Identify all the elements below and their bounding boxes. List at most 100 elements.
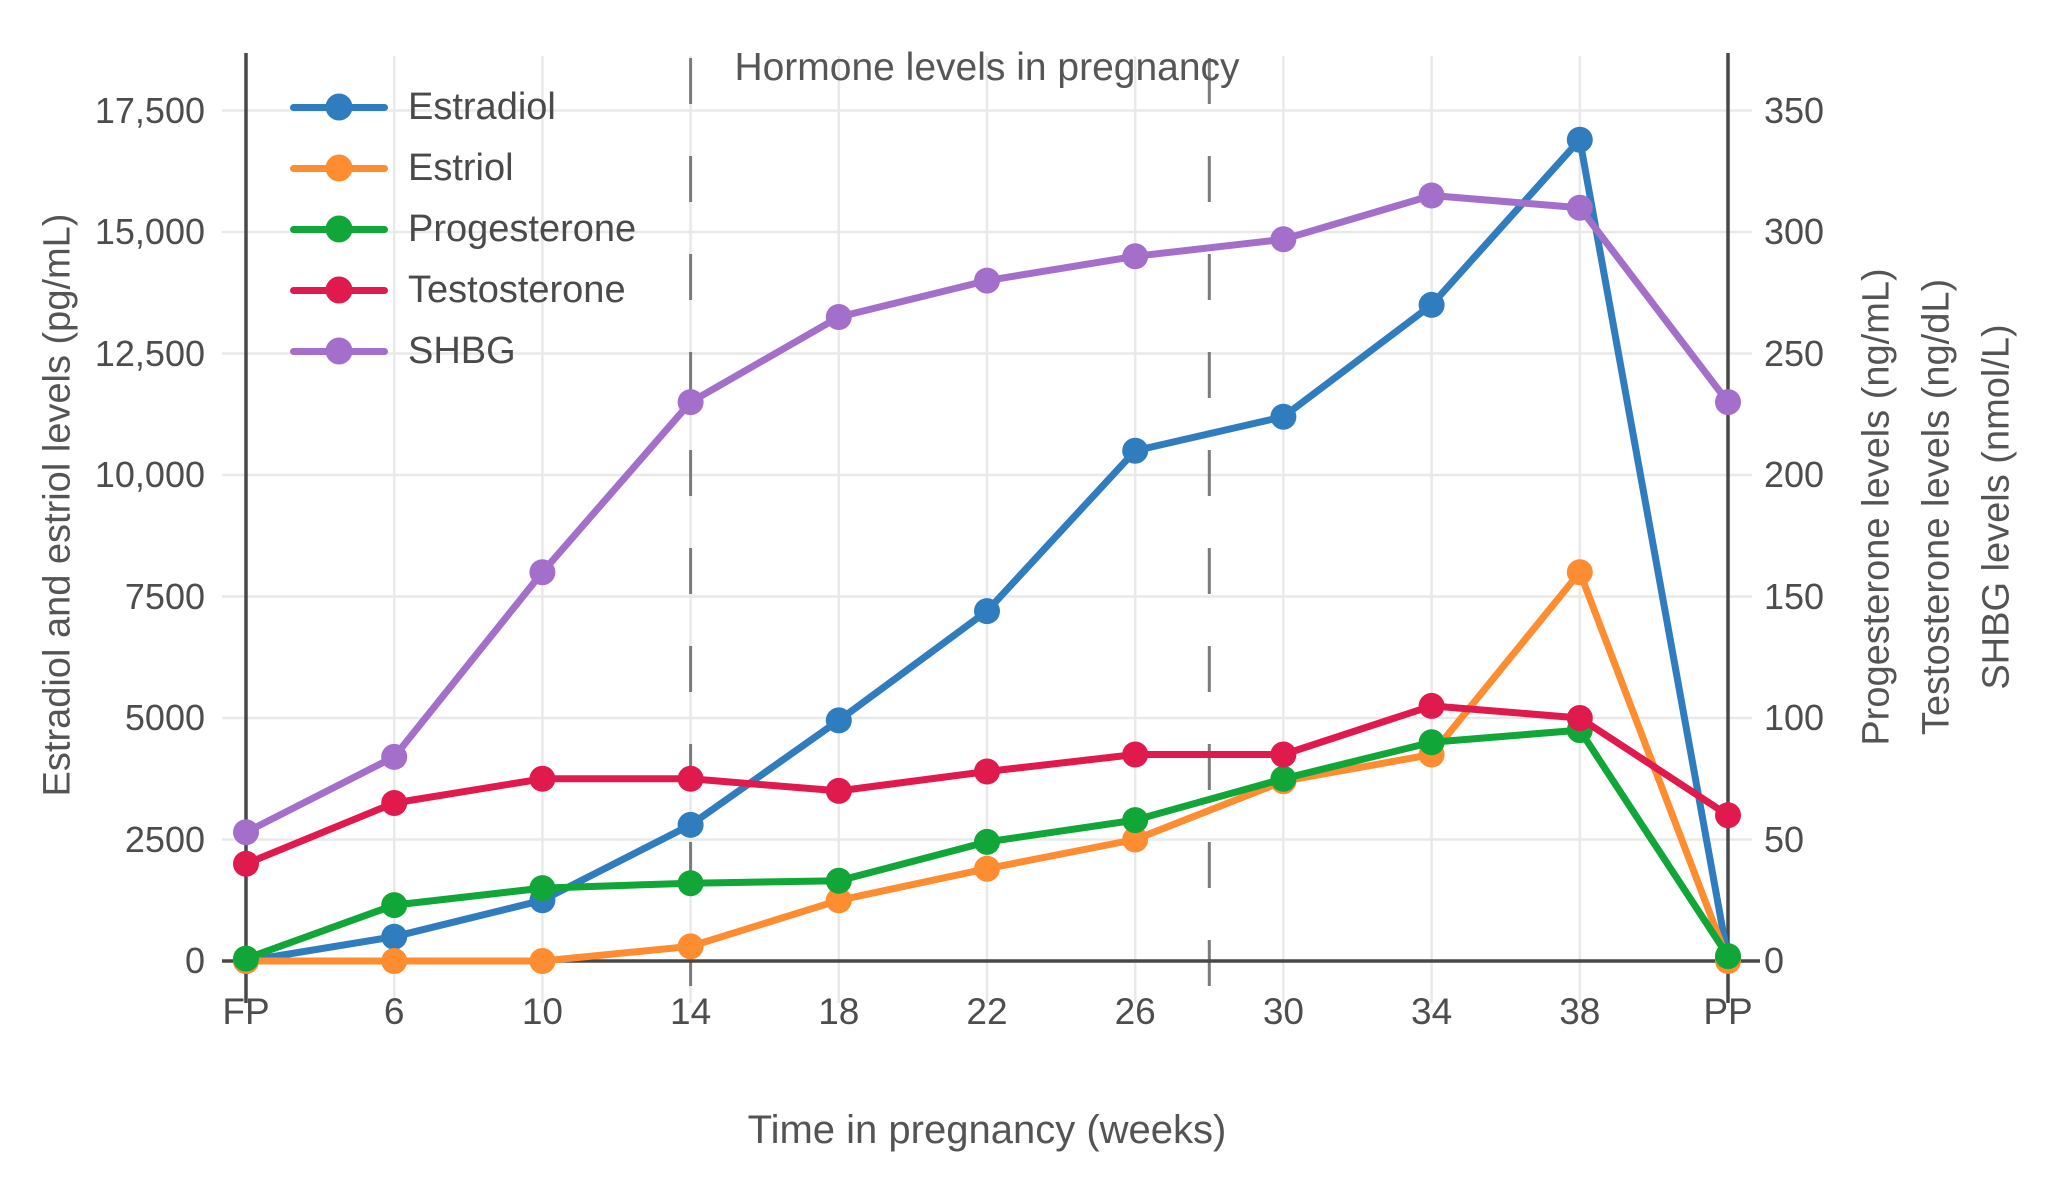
shbg-marker-34 (1418, 182, 1445, 209)
y-right-axis-title-shbg: SHBG levels (nmol/L) (1975, 324, 2018, 690)
progesterone-marker-18 (825, 867, 852, 894)
y-right-tick-100: 100 (1764, 697, 1825, 738)
testosterone-marker-30 (1270, 741, 1297, 768)
legend-dot (325, 215, 353, 243)
legend-item-estriol[interactable]: Estriol (290, 146, 514, 190)
shbg-marker-38 (1566, 194, 1593, 221)
estradiol-marker-18 (825, 707, 852, 734)
y-left-tick-12,500: 12,500 (94, 332, 205, 374)
testosterone-marker-38 (1566, 705, 1593, 731)
shbg-marker-PP (1715, 389, 1741, 416)
shbg-marker-30 (1270, 226, 1297, 253)
legend-line-swatch (290, 337, 388, 365)
y-right-tick-350: 350 (1764, 89, 1825, 131)
y-right-axis-title-testosterone: Testosterone levels (ng/dL) (1915, 278, 1958, 736)
y-left-tick-2500: 2500 (124, 818, 205, 860)
chart-title: Hormone levels in pregnancy (734, 46, 1240, 89)
y-left-tick-15,000: 15,000 (94, 211, 205, 252)
x-tick-38: 38 (1559, 991, 1601, 1032)
shbg-marker-26 (1122, 243, 1149, 270)
estradiol-marker-14 (677, 811, 704, 838)
progesterone-marker-30 (1270, 765, 1297, 792)
progesterone-marker-14 (677, 870, 704, 897)
estradiol-marker-30 (1270, 403, 1297, 430)
x-tick-14: 14 (670, 991, 712, 1032)
legend-dot (325, 337, 353, 365)
legend-item-testosterone[interactable]: Testosterone (290, 268, 626, 312)
testosterone-marker-26 (1122, 741, 1149, 768)
legend-line-swatch (290, 215, 388, 243)
legend-line-swatch (290, 276, 388, 304)
estriol-marker-14 (677, 933, 704, 960)
y-right-tick-300: 300 (1764, 211, 1825, 252)
estradiol-marker-34 (1418, 291, 1445, 318)
progesterone-marker-10 (529, 875, 556, 902)
progesterone-marker-26 (1122, 807, 1149, 834)
y-left-tick-5000: 5000 (124, 697, 205, 738)
legend-line-swatch (290, 93, 388, 121)
testosterone-marker-FP (233, 850, 259, 877)
progesterone-marker-6 (381, 892, 408, 919)
legend-line-swatch (290, 154, 388, 182)
testosterone-marker-18 (825, 777, 852, 804)
x-axis-title: Time in pregnancy (weeks) (747, 1108, 1227, 1152)
estradiol-marker-22 (974, 598, 1000, 625)
estriol-marker-10 (529, 948, 556, 974)
testosterone-marker-6 (381, 790, 408, 816)
estradiol-marker-38 (1566, 126, 1593, 153)
legend-label: Estradiol (408, 85, 556, 128)
testosterone-marker-10 (529, 765, 556, 792)
testosterone-marker-34 (1418, 692, 1445, 719)
progesterone-marker-FP (233, 945, 259, 972)
legend-dot (325, 93, 353, 121)
shbg-marker-6 (381, 743, 408, 770)
testosterone-marker-PP (1715, 802, 1741, 829)
legend-label: Estriol (408, 146, 514, 189)
x-tick-22: 22 (966, 991, 1008, 1032)
legend-dot (325, 276, 353, 304)
estradiol-marker-26 (1122, 437, 1149, 464)
x-tick-34: 34 (1411, 991, 1453, 1032)
legend-item-estradiol[interactable]: Estradiol (290, 85, 556, 129)
y-right-tick-250: 250 (1764, 332, 1825, 374)
legend-item-shbg[interactable]: SHBG (290, 329, 516, 373)
x-tick-6: 6 (383, 991, 405, 1032)
y-right-tick-50: 50 (1764, 818, 1805, 860)
estriol-marker-38 (1566, 559, 1593, 586)
shbg-marker-22 (974, 267, 1000, 294)
y-left-tick-10,000: 10,000 (94, 454, 205, 495)
estriol-marker-6 (381, 948, 408, 974)
x-tick-PP: PP (1703, 991, 1753, 1032)
shbg-marker-14 (677, 389, 704, 416)
x-tick-10: 10 (521, 991, 563, 1032)
shbg-marker-FP (233, 819, 259, 846)
shbg-marker-18 (825, 304, 852, 330)
progesterone-marker-PP (1715, 943, 1741, 970)
progesterone-marker-22 (974, 828, 1000, 855)
legend-dot (325, 154, 353, 182)
legend-label: Testosterone (408, 268, 626, 311)
estriol-marker-18 (825, 887, 852, 914)
x-tick-26: 26 (1114, 991, 1156, 1032)
estradiol-marker-6 (381, 923, 408, 950)
testosterone-marker-14 (677, 765, 704, 792)
legend-label: SHBG (408, 329, 516, 372)
y-right-tick-200: 200 (1764, 454, 1825, 495)
y-right-tick-150: 150 (1764, 575, 1825, 617)
legend-label: Progesterone (408, 207, 637, 250)
y-left-tick-17,500: 17,500 (94, 89, 205, 131)
x-tick-30: 30 (1262, 991, 1304, 1032)
testosterone-marker-22 (974, 758, 1000, 785)
y-right-axis-title-progesterone: Progesterone levels (ng/mL) (1855, 268, 1898, 746)
shbg-marker-10 (529, 559, 556, 586)
y-left-tick-7500: 7500 (124, 575, 205, 617)
estriol-marker-22 (974, 855, 1000, 882)
x-tick-18: 18 (818, 991, 860, 1032)
y-right-tick-0: 0 (1764, 940, 1785, 981)
progesterone-marker-34 (1418, 729, 1445, 756)
estriol-marker-26 (1122, 826, 1149, 853)
x-tick-FP: FP (222, 991, 270, 1032)
legend-item-progesterone[interactable]: Progesterone (290, 207, 636, 251)
